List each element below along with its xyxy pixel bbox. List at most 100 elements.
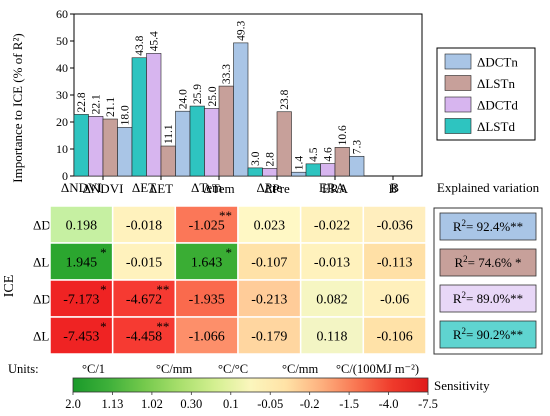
- bar-value-label: 43.8: [134, 35, 146, 55]
- heatmap-cell-value: -0.213: [251, 293, 287, 308]
- heatmap-column-label: ΔTem: [191, 180, 222, 195]
- heatmap-cell-value: -1.025: [189, 219, 225, 234]
- units-row: Units: °C/1 °C/mm °C/°C °C/mm °C/(100MJ m⁻²): [8, 362, 419, 376]
- heatmap-cell-value: 0.118: [317, 330, 348, 345]
- heatmap-cell-value: 0.023: [254, 219, 286, 234]
- unit-label: °C/mm: [156, 362, 193, 376]
- x-tick-label: ΔET: [149, 181, 173, 196]
- unit-label: °C/mm: [282, 362, 319, 376]
- heatmap-cell: [174, 316, 239, 355]
- bar-value-label: 4.6: [323, 147, 335, 162]
- y-tick-label: 40: [56, 61, 68, 75]
- colorbar-tick-label: 2.0: [65, 397, 81, 411]
- bar-chart-axes: 0 10 20 30 40 50 60 ΔNDVI ΔET ΔTem ΔPre ERA B: [56, 7, 423, 196]
- bar: [349, 155, 365, 177]
- heatmap-cell: [362, 316, 427, 355]
- heatmap-cell-value: 1.945: [66, 256, 98, 271]
- heatmap-cells: 0.198 -0.018 -1.025**0.023 -0.022 -0.0361.94…: [49, 205, 427, 355]
- bar: [276, 111, 292, 177]
- bar-value-label: 22.1: [91, 94, 103, 114]
- colorbar-tick-label: 1.13: [102, 397, 124, 411]
- colorbar-tick-label: -4.0: [379, 397, 399, 411]
- colorbar-tick-label: -0.05: [257, 397, 283, 411]
- heatmap-cell-value: -0.107: [251, 256, 287, 271]
- bar-value-label: 3.0: [250, 151, 262, 166]
- heatmap-column-label: B: [390, 180, 399, 195]
- colorbar: Sensitivity 2.0 1.13 1.02 0.30 0.1 -0.05 -0.2 -1…: [65, 377, 490, 411]
- bar: [117, 127, 133, 177]
- heatmap-cell-value: -0.036: [377, 219, 413, 234]
- heatmap-cell: [174, 205, 239, 244]
- significance-marker: **: [156, 282, 169, 297]
- bar: [175, 110, 191, 177]
- heatmap-cell-value: -0.179: [251, 330, 287, 345]
- bar-value-label: 4.5: [308, 147, 320, 162]
- bar-value-label: 22.8: [76, 92, 88, 112]
- bar: [218, 85, 234, 177]
- y-tick-label: 50: [56, 34, 68, 48]
- bar-chart-bars: [73, 42, 365, 177]
- significance-marker: *: [100, 319, 107, 334]
- heatmap-column-label: ΔPre: [256, 180, 282, 195]
- bar-value-label: 7.3: [352, 140, 364, 155]
- bar-chart: 0 10 20 30 40 50 60 ΔNDVI ΔET ΔTem ΔPre ERA B 22.8 22…: [10, 7, 536, 196]
- y-axis-title: Importance to ICE (% of R²): [10, 33, 25, 182]
- bar-value-label: 33.3: [221, 64, 233, 84]
- bar: [247, 167, 263, 177]
- significance-marker: **: [156, 319, 169, 334]
- significance-marker: **: [219, 208, 232, 223]
- bar-value-label: 24.0: [178, 89, 190, 109]
- bar-value-label: 25.9: [192, 84, 204, 104]
- y-tick-label: 0: [62, 169, 68, 183]
- heatmap-cell-value: -1.935: [189, 293, 225, 308]
- heatmap-cell-value: -1.066: [189, 330, 225, 345]
- heatmap-cell: [362, 279, 427, 318]
- colorbar-bar: [72, 377, 429, 393]
- heatmap-cell: [49, 316, 114, 355]
- heatmap-cell-value: -0.013: [314, 256, 350, 271]
- unit-label: °C/°C: [218, 362, 248, 376]
- bar: [334, 147, 350, 177]
- significance-marker: *: [100, 282, 107, 297]
- x-tick-label: B: [389, 181, 398, 196]
- heatmap-cell: [362, 242, 427, 281]
- bar-value-label: 23.8: [279, 89, 291, 109]
- colorbar-title: Sensitivity: [434, 378, 490, 393]
- heatmap-cell-value: -7.173: [63, 293, 99, 308]
- heatmap-cell-value: -4.458: [126, 330, 162, 345]
- bar-value-label: 25.0: [207, 86, 219, 106]
- heatmap-cell-value: -4.672: [126, 293, 162, 308]
- significance-marker: *: [100, 245, 107, 260]
- bar: [189, 105, 205, 177]
- x-tick-label: ERA: [322, 181, 349, 196]
- unit-label: °C/(100MJ m⁻²): [336, 362, 419, 376]
- bar-value-label: 2.8: [265, 152, 277, 167]
- x-tick-label: ΔTem: [203, 181, 234, 196]
- explained-variation-title: Explained variation: [437, 180, 540, 195]
- bar-value-label: 11.1: [163, 124, 175, 144]
- explained-variation-box: [439, 248, 537, 277]
- explained-variation-box: [439, 212, 537, 241]
- y-tick-label: 20: [56, 115, 68, 129]
- heatmap-cell-value: -7.453: [63, 330, 99, 345]
- legend-swatch: [444, 118, 472, 134]
- legend-swatch: [444, 53, 472, 70]
- legend-swatch: [444, 96, 472, 113]
- bar-value-label: 21.1: [105, 97, 117, 117]
- x-tick-label: ΔPre: [264, 181, 290, 196]
- explained-variation-value: R2= 90.2%**: [453, 326, 523, 342]
- heatmap-cell: [237, 242, 302, 281]
- heatmap-cell-value: 0.082: [316, 293, 348, 308]
- heatmap-cell-value: -0.022: [314, 219, 350, 234]
- heatmap-column-labels: ΔNDVI ΔET ΔTem ΔPre ERA B: [61, 180, 399, 195]
- y-tick-label: 60: [56, 7, 68, 21]
- bar: [305, 163, 321, 177]
- bar-value-label: 18.0: [120, 105, 132, 125]
- colorbar-tick-label: 1.02: [141, 397, 163, 411]
- bar: [102, 118, 118, 177]
- heatmap-cell-value: -0.06: [380, 293, 409, 308]
- heatmap-column-label: ERA: [319, 180, 346, 195]
- bar-value-label: 10.6: [337, 125, 349, 145]
- bar-value-label: 45.4: [149, 31, 161, 51]
- legend-swatch: [444, 75, 472, 91]
